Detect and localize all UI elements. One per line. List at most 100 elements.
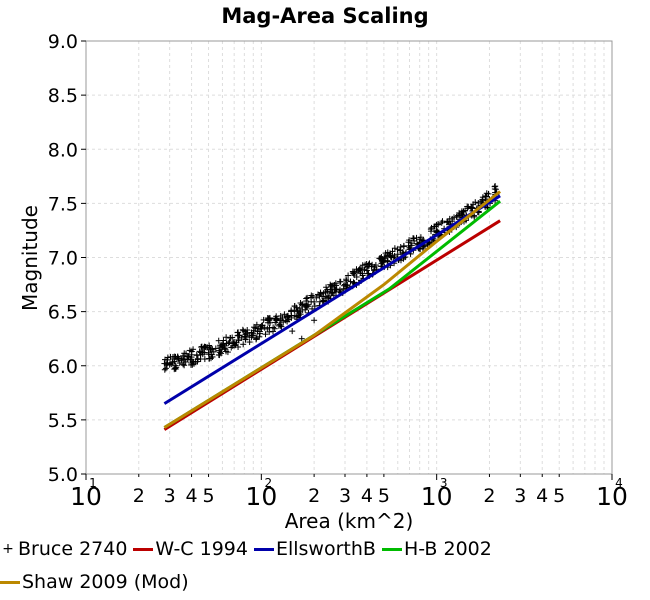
scatter-point [365,263,372,270]
y-tick-label: 6.0 [48,356,78,378]
y-tick-label: 7.5 [48,193,78,215]
x-tick-label-exponent: 1 [89,476,97,490]
scatter-point [376,255,383,262]
scatter-point [417,246,424,253]
scatter-point [253,336,260,343]
legend-label: W-C 1994 [155,538,248,560]
scatter-point [229,334,236,341]
scatter-point [288,314,295,321]
legend-swatch-line [381,547,402,551]
series-line-shaw-2009-mod [163,190,502,429]
scatter-point [316,292,323,299]
scatter-point [400,242,407,249]
scatter-point [184,356,191,363]
scatter-point [350,279,357,286]
scatter-point [260,316,267,323]
scatter-point [377,256,384,263]
scatter-point [216,352,223,359]
x-minor-tick-label: 5 [203,485,215,507]
legend-label: Bruce 2740 [18,538,128,560]
scatter-point [206,355,213,362]
scatter-point [190,358,197,365]
y-tick-label: 7.0 [48,248,78,270]
scatter-point [219,343,226,350]
scatter-point [329,282,336,289]
x-minor-tick-label: 4 [536,485,548,507]
x-minor-tick-label: 2 [483,485,495,507]
scatter-point [188,354,195,361]
x-tick-label-exponent: 3 [440,476,448,490]
scatter-point [234,332,241,339]
scatter-point [391,252,398,259]
scatter-point [482,193,489,200]
scatter-point [323,284,330,291]
series-line-ellsworthb [163,194,501,405]
scatter-point [483,190,490,197]
y-tick-label: 6.5 [48,302,78,324]
scatter-point [394,251,401,258]
scatter-point [390,254,397,261]
legend-label: EllsworthB [275,538,376,560]
y-tick-label: 8.5 [48,85,78,107]
x-tick-label-base: 10 [245,482,277,511]
scatter-point [410,235,417,242]
x-minor-tick-label: 4 [186,485,198,507]
scatter-point [483,193,490,200]
scatter-point [431,223,438,230]
scatter-point [428,228,435,235]
legend-swatch-line [0,580,20,584]
scatter-point [313,294,320,301]
scatter-point [167,360,174,367]
x-axis-label: Area (km^2) [285,509,414,533]
scatter-point [332,280,339,287]
scatter-point [294,308,301,315]
legend-item-wc: W-C 1994 [133,538,248,560]
scatter-point [259,322,266,329]
scatter-point [240,341,247,348]
series-line-h-b-2002 [163,200,502,429]
scatter-point [183,350,190,357]
scatter-point [205,349,212,356]
y-tick-label: 8.0 [48,139,78,161]
scatter-point [289,328,296,335]
scatter-point [180,361,187,368]
scatter-point [324,286,331,293]
scatter-point [298,335,305,342]
scatter-point [343,277,350,284]
x-tick-label-base: 10 [421,482,453,511]
scatter-point [242,336,249,343]
scatter-point [258,325,265,332]
scatter-point [161,360,168,367]
data-layer [161,183,502,431]
scatter-point [277,322,284,329]
x-minor-tick-label: 5 [553,485,565,507]
scatter-point [406,237,413,244]
scatter-point [172,353,179,360]
legend-label: Shaw 2009 (Mod) [22,571,189,593]
scatter-point [311,298,318,305]
legend-item-bruce: + Bruce 2740 [0,538,127,560]
legend-item-hb: H-B 2002 [381,538,492,560]
scatter-point [253,321,260,328]
scatter-point [282,317,289,324]
scatter-point [453,213,460,220]
scatter-point [372,262,379,269]
scatter-point [435,221,442,228]
x-minor-tick-label: 3 [514,485,526,507]
legend-label: H-B 2002 [403,538,492,560]
scatter-point [272,319,279,326]
scatter-point [178,357,185,364]
legend-item-ellsworth: EllsworthB [253,538,376,560]
x-minor-tick-label: 2 [308,485,320,507]
scatter-point [256,328,263,335]
legend-row-1: + Bruce 2740 W-C 1994 EllsworthB H-B 200… [0,538,498,560]
scatter-point [279,315,286,322]
x-minor-tick-label: 3 [164,485,176,507]
x-tick-label-exponent: 4 [615,476,623,490]
scatter-point [276,321,283,328]
scatter-point [166,361,173,368]
scatter-point [363,267,370,274]
scatter-point [209,346,216,353]
scatter-point [190,346,197,353]
y-tick-label: 9.0 [48,31,78,53]
